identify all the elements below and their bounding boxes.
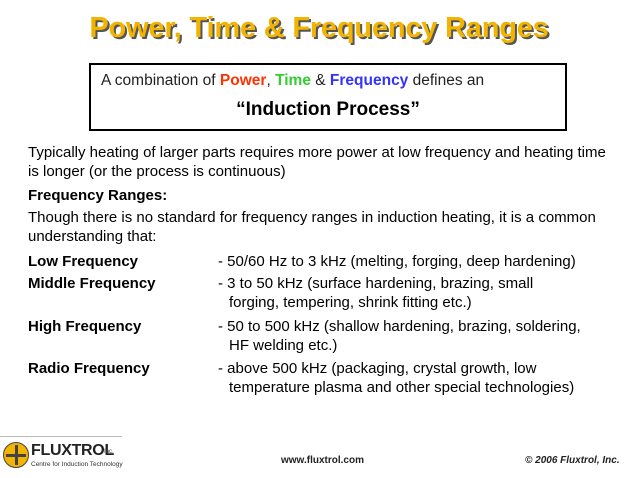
range-desc-radio: - above 500 kHz (packaging, crystal grow… — [218, 359, 618, 397]
range-label-radio: Radio Frequency — [28, 360, 150, 377]
range-desc-low: - 50/60 Hz to 3 kHz (melting, forging, d… — [218, 252, 618, 271]
intro-paragraph: Typically heating of larger parts requir… — [28, 144, 606, 180]
keyword-frequency: Frequency — [329, 72, 409, 89]
fluxtrol-logo: FLUXTROL Inc. Centre for Induction Techn… — [3, 442, 123, 472]
footer-copyright: © 2006 Fluxtrol, Inc. — [525, 455, 620, 466]
range-desc-middle-cont: forging, tempering, shrink fitting etc.) — [229, 294, 472, 311]
definition-comma: , — [266, 72, 271, 89]
range-label-high: High Frequency — [28, 318, 142, 335]
range-desc-middle-text: - 3 to 50 kHz (surface hardening, brazin… — [218, 275, 534, 292]
definition-suffix: defines an — [408, 72, 485, 89]
definition-box: A combination of Power, Time & Frequency… — [89, 63, 567, 131]
logo-emblem-icon — [3, 442, 29, 468]
range-desc-middle: - 3 to 50 kHz (surface hardening, brazin… — [218, 274, 618, 312]
logo-tagline: Centre for Induction Technology — [31, 461, 123, 468]
footer-url[interactable]: www.fluxtrol.com — [281, 455, 364, 466]
range-label-middle: Middle Frequency — [28, 275, 156, 292]
logo-inc: Inc. — [104, 449, 114, 455]
footer-divider — [0, 436, 122, 437]
ranges-note: Though there is no standard for frequenc… — [28, 209, 596, 245]
range-label-low: Low Frequency — [28, 253, 139, 270]
definition-amp: & — [310, 72, 330, 89]
keyword-power: Power — [219, 72, 267, 89]
definition-line: A combination of Power, Time & Frequency… — [101, 72, 484, 90]
induction-process-label: “Induction Process” — [236, 99, 420, 120]
range-desc-high: - 50 to 500 kHz (shallow hardening, braz… — [218, 317, 618, 355]
ranges-heading: Frequency Ranges: — [28, 187, 168, 204]
range-desc-radio-cont: temperature plasma and other special tec… — [229, 379, 575, 396]
range-desc-high-cont: HF welding etc.) — [229, 337, 338, 354]
definition-prefix: A combination of — [101, 72, 220, 89]
range-desc-high-text: - 50 to 500 kHz (shallow hardening, braz… — [218, 318, 581, 335]
logo-wordmark: FLUXTROL — [31, 442, 114, 459]
range-desc-radio-text: - above 500 kHz (packaging, crystal grow… — [218, 360, 537, 377]
slide-title: Power, Time & Frequency Ranges — [89, 12, 549, 44]
keyword-time: Time — [275, 72, 311, 89]
range-desc-low-text: - 50/60 Hz to 3 kHz (melting, forging, d… — [218, 253, 576, 270]
